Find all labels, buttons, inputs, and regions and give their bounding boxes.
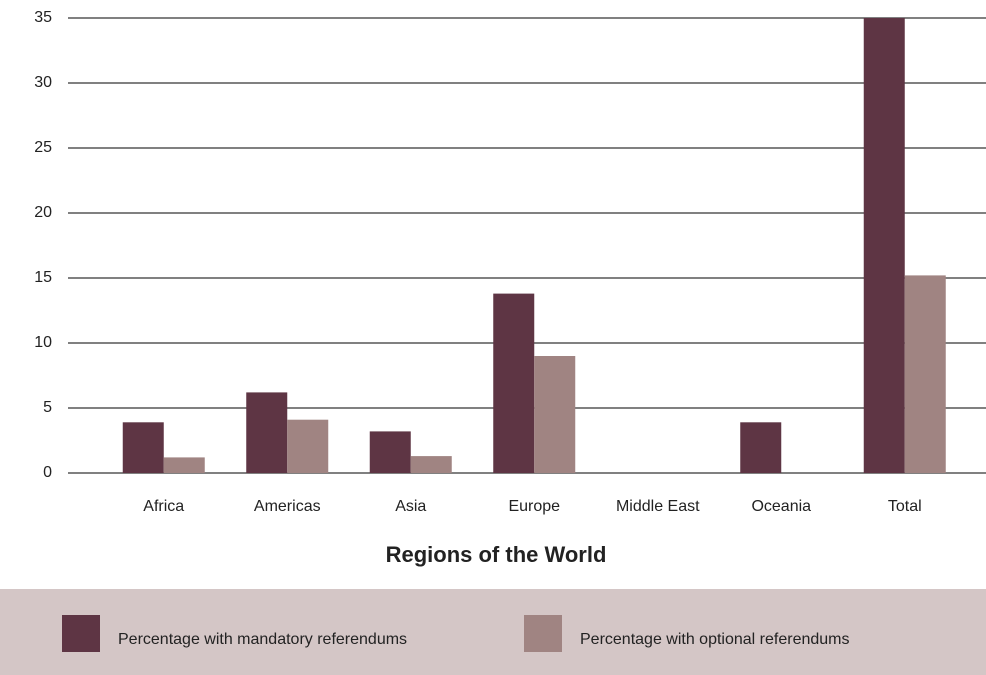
y-tick-label: 25	[34, 139, 52, 156]
legend-swatch	[524, 615, 562, 652]
y-tick-label: 35	[34, 9, 52, 26]
y-tick-label: 10	[34, 334, 52, 351]
bar	[122, 422, 164, 473]
bar	[246, 392, 288, 473]
y-tick-label: 5	[43, 399, 52, 416]
legend-swatch	[62, 615, 100, 652]
bar	[740, 422, 782, 473]
x-tick-label: Americas	[254, 498, 321, 515]
x-tick-label: Europe	[508, 498, 560, 515]
y-tick-label: 20	[34, 204, 52, 221]
bar	[904, 275, 946, 473]
x-axis-title: Regions of the World	[386, 542, 607, 567]
x-tick-label: Oceania	[751, 498, 811, 515]
legend-label: Percentage with mandatory referendums	[118, 631, 407, 648]
bar	[163, 457, 205, 473]
x-tick-label: Asia	[395, 498, 426, 515]
x-tick-label: Africa	[143, 498, 184, 515]
legend-label: Percentage with optional referendums	[580, 631, 850, 648]
x-tick-label: Middle East	[616, 498, 700, 515]
bar	[410, 456, 452, 473]
legend-box	[0, 589, 986, 675]
y-tick-label: 30	[34, 74, 52, 91]
bar	[369, 431, 411, 473]
y-tick-label: 0	[43, 464, 52, 481]
y-tick-label: 15	[34, 269, 52, 286]
bar	[287, 419, 329, 473]
bar	[493, 293, 535, 473]
bar	[534, 356, 576, 473]
x-tick-label: Total	[888, 498, 922, 515]
bar	[863, 18, 905, 473]
